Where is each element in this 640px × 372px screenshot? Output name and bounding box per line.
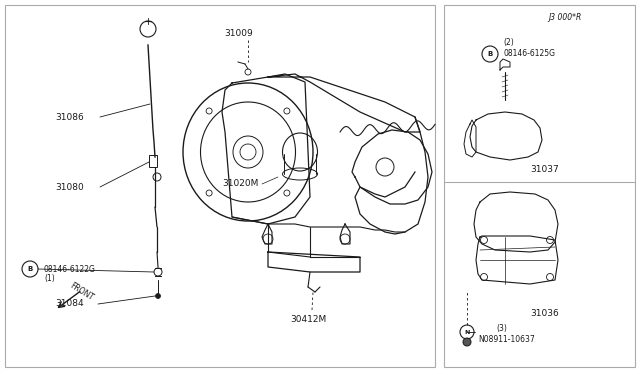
Text: (3): (3): [496, 324, 507, 333]
Text: N: N: [464, 330, 470, 334]
Circle shape: [463, 338, 471, 346]
Text: 31084: 31084: [55, 299, 84, 308]
Text: 08146-6122G: 08146-6122G: [44, 264, 96, 273]
Text: (1): (1): [44, 275, 55, 283]
Text: N08911-10637: N08911-10637: [478, 336, 535, 344]
Text: 31080: 31080: [55, 183, 84, 192]
Bar: [444, 5, 635, 367]
Text: 31037: 31037: [530, 166, 559, 174]
Text: (2): (2): [503, 38, 514, 46]
Text: B: B: [28, 266, 33, 272]
Text: 31009: 31009: [224, 29, 253, 38]
Text: 30412M: 30412M: [290, 315, 326, 324]
Bar: [149, 155, 157, 167]
Text: J3 000*R: J3 000*R: [548, 13, 581, 22]
Text: 31036: 31036: [530, 310, 559, 318]
Circle shape: [156, 294, 161, 298]
Text: B: B: [488, 51, 493, 57]
Bar: [5, 5, 435, 367]
Text: FRONT: FRONT: [68, 281, 95, 303]
Text: 31086: 31086: [55, 112, 84, 122]
Text: 08146-6125G: 08146-6125G: [503, 49, 555, 58]
Text: 31020M: 31020M: [222, 180, 259, 189]
